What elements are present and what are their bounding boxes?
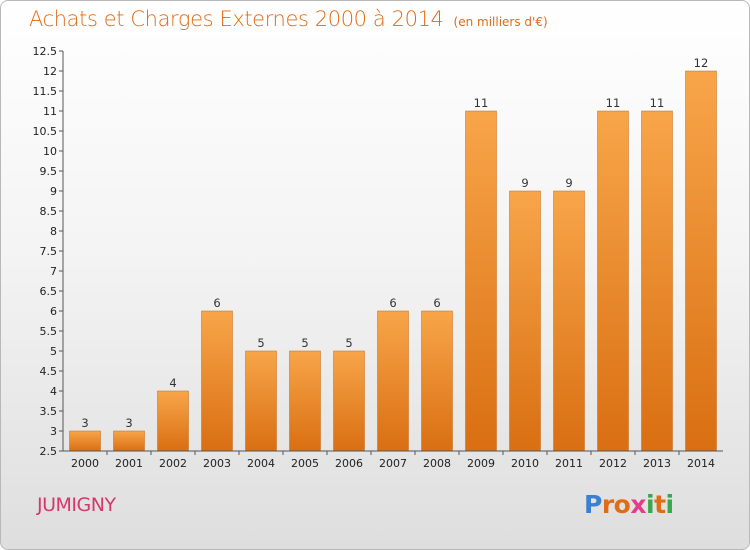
bar <box>509 190 541 452</box>
brand-letter: x <box>630 490 646 519</box>
brand-logo: Proxiti <box>584 490 674 519</box>
bar-value-label: 3 <box>81 416 88 430</box>
x-tick-label: 2008 <box>423 457 451 470</box>
brand-letter: r <box>601 490 614 519</box>
bar-value-label: 9 <box>565 176 572 190</box>
unit-note: (en milliers d'€) <box>453 15 548 29</box>
y-tick-label: 8.5 <box>40 205 58 218</box>
y-tick-label: 9.5 <box>40 165 58 178</box>
bar <box>245 350 277 452</box>
x-tick-label: 2014 <box>687 457 715 470</box>
brand-letter: o <box>613 490 631 519</box>
bar <box>421 310 453 452</box>
y-tick-label: 4.5 <box>40 365 58 378</box>
brand-letter: P <box>584 490 602 519</box>
y-tick-label: 9 <box>50 185 57 198</box>
brand-letter: i <box>646 490 655 519</box>
x-tick-label: 2005 <box>291 457 319 470</box>
bar-value-label: 5 <box>301 336 308 350</box>
y-tick-label: 4 <box>50 385 57 398</box>
y-tick-label: 12 <box>43 65 57 78</box>
brand-letter: t <box>654 490 666 519</box>
x-tick-label: 2013 <box>643 457 671 470</box>
bar <box>465 110 497 452</box>
bar-value-label: 3 <box>125 416 132 430</box>
x-tick-label: 2001 <box>115 457 143 470</box>
commune-name: JUMIGNY <box>37 494 116 516</box>
x-tick-label: 2002 <box>159 457 187 470</box>
y-tick-label: 5 <box>50 345 57 358</box>
bar-value-label: 9 <box>521 176 528 190</box>
x-tick-label: 2007 <box>379 457 407 470</box>
bar <box>641 110 673 452</box>
bar <box>333 350 365 452</box>
bar-value-label: 4 <box>169 376 176 390</box>
bar <box>377 310 409 452</box>
y-tick-label: 10 <box>43 145 57 158</box>
bar <box>201 310 233 452</box>
chart-title: Achats et Charges Externes 2000 à 2014 <box>29 7 444 31</box>
bar <box>69 430 101 452</box>
bar <box>289 350 321 452</box>
bar <box>597 110 629 452</box>
x-axis: 2000 2001 2002 2003 2004 2005 2006 2007 2008 2009… <box>63 450 723 470</box>
bar-value-label: 6 <box>213 296 220 310</box>
bar-value-label: 12 <box>694 56 709 70</box>
bar-value-label: 6 <box>433 296 440 310</box>
y-tick-label: 8 <box>50 225 57 238</box>
bar <box>157 390 189 452</box>
y-axis: 2.5 3 3.5 4 4.5 5 5.5 6 6.5 7 7.5 8 8.5 9 9.5 10 10.5 11 1… <box>33 45 64 458</box>
x-tick-label: 2010 <box>511 457 539 470</box>
x-tick-label: 2004 <box>247 457 275 470</box>
y-tick-label: 6.5 <box>40 285 58 298</box>
y-tick-label: 5.5 <box>40 325 58 338</box>
bar <box>685 70 717 452</box>
bar-value-label: 5 <box>257 336 264 350</box>
bar-value-label: 11 <box>606 96 621 110</box>
y-tick-label: 3.5 <box>40 405 58 418</box>
y-tick-label: 10.5 <box>33 125 58 138</box>
chart-title-block: Achats et Charges Externes 2000 à 2014 (e… <box>29 7 548 31</box>
y-tick-label: 3 <box>50 425 57 438</box>
y-tick-label: 11 <box>43 105 57 118</box>
bar-value-label: 11 <box>474 96 489 110</box>
x-tick-label: 2012 <box>599 457 627 470</box>
y-tick-label: 12.5 <box>33 45 58 58</box>
y-tick-label: 7 <box>50 265 57 278</box>
y-tick-label: 7.5 <box>40 245 58 258</box>
y-tick-label: 6 <box>50 305 57 318</box>
y-tick-label: 11.5 <box>33 85 58 98</box>
bars-group: 3 3 4 6 5 5 5 6 6 11 9 9 11 11 12 <box>69 56 717 452</box>
x-tick-label: 2011 <box>555 457 583 470</box>
x-tick-label: 2006 <box>335 457 363 470</box>
y-tick-label: 2.5 <box>40 445 58 458</box>
brand-letter: i <box>665 490 675 519</box>
bar <box>113 430 145 452</box>
bar <box>553 190 585 452</box>
x-tick-label: 2000 <box>71 457 99 470</box>
x-tick-label: 2003 <box>203 457 231 470</box>
bar-value-label: 11 <box>650 96 665 110</box>
x-tick-label: 2009 <box>467 457 495 470</box>
bar-value-label: 5 <box>345 336 352 350</box>
bar-value-label: 6 <box>389 296 396 310</box>
